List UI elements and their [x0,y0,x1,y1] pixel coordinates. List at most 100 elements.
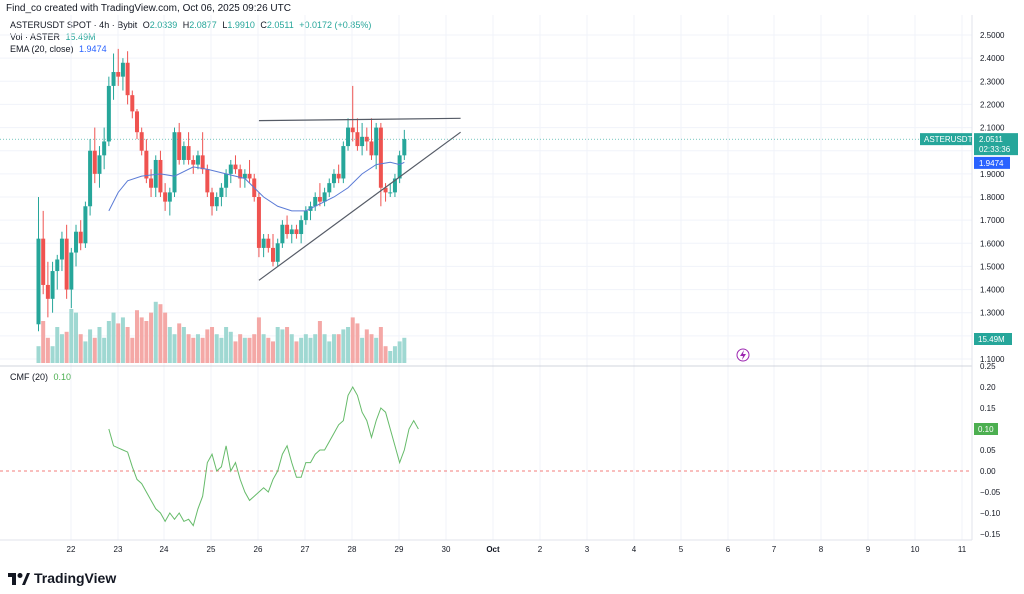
candle [360,122,365,156]
candle-body [50,271,55,299]
volume-bar [322,334,327,363]
candle [271,234,275,267]
volume-bar [303,334,308,363]
candle [163,183,168,211]
symbol-price-badge: ASTERUSDT 2.0511 02:33:36 [920,133,1018,156]
volume-bar [74,312,79,363]
candle [210,187,215,216]
svg-text:ASTERUSDT: ASTERUSDT [924,135,973,144]
volume-bar [144,321,149,363]
candle-body [322,192,327,202]
candle [97,146,102,188]
volume-bar [139,317,144,363]
candle [134,109,139,140]
volume-bar [181,327,186,363]
volume-bar [219,337,224,363]
time-tick-label: 8 [819,545,824,554]
candle [64,224,69,299]
ema-label[interactable]: EMA (20, close) [10,44,74,54]
candle-body [45,284,50,299]
time-tick-label: 30 [442,545,451,554]
candle [378,122,383,207]
volume-bar [200,337,205,363]
candle-body [256,197,261,248]
lightning-icon[interactable] [736,348,750,362]
candle [88,139,93,216]
candle [336,164,341,184]
volume-label[interactable]: Vol · ASTER [10,32,61,42]
candle-body [224,173,229,188]
time-tick-label: 7 [772,545,777,554]
volume-bar [186,334,191,363]
candle-body [167,192,172,202]
volume-value: 15.49M [65,32,96,42]
volume-bar [271,341,275,363]
time-axis[interactable]: 22 23 24 25 26 27 28 29 30 Oct 2 3 4 5 6 7 8 9 10 11 [67,545,967,554]
volume-bar [195,334,200,363]
volume-bar [378,327,383,363]
close-label: C [260,20,267,30]
candle-body [294,229,299,235]
candle [402,129,407,160]
volume-bar [102,337,107,363]
candle [233,155,238,174]
candle [219,183,224,207]
volume-bar [275,327,280,363]
candle [285,215,290,239]
candle-body [341,146,346,179]
volume-bar [130,337,135,363]
price-axis[interactable]: 2.50002.40002.30002.20002.10002.00001.90… [980,31,1005,364]
cmf-axis[interactable]: 0.25 0.20 0.15 0.10 0.05 0.00 −0.05 −0.10 −0.15 [980,362,1001,539]
cmf-tick-label: −0.15 [980,530,1001,539]
candle [205,164,210,197]
symbol-label[interactable]: ASTERUSDT SPOT · 4h · Bybit [10,20,138,30]
candle-body [317,197,322,202]
cmf-label[interactable]: CMF (20) [10,372,48,382]
candle-body [36,238,41,325]
cmf-badge: 0.10 [974,423,998,435]
volume-bar [228,331,233,363]
time-tick-label: 4 [632,545,637,554]
svg-text:1.9474: 1.9474 [979,159,1004,168]
candle [41,210,46,295]
price-tick-label: 2.1000 [980,124,1005,133]
price-tick-label: 1.3000 [980,309,1005,318]
time-tick-label: 3 [585,545,590,554]
candle [172,127,177,197]
candle-body [327,183,332,193]
candle [74,224,79,267]
candle [327,178,332,197]
candle-body [369,141,374,156]
candle-body [280,224,285,244]
price-tick-label: 1.1000 [980,355,1005,364]
price-tick-label: 1.8000 [980,193,1005,202]
volume-bar [364,329,369,363]
tradingview-logo[interactable]: TradingView [8,570,116,586]
candle [69,247,74,309]
price-tick-label: 1.5000 [980,262,1005,271]
cmf-tick-label: 0.05 [980,446,996,455]
time-tick-label: 25 [207,545,216,554]
volume-legend: Vol · ASTER 15.49M [10,32,96,42]
volume-bar [41,321,46,363]
volume-bar [308,337,313,363]
candle [331,169,336,188]
candle-body [111,72,116,86]
price-tick-label: 1.9000 [980,170,1005,179]
candle-body [153,159,158,188]
cmf-line [108,385,419,527]
candle-body [336,173,341,179]
candle-body [271,247,275,262]
open-label: O [142,20,150,30]
time-tick-label: 29 [395,545,404,554]
cmf-value: 0.10 [53,372,72,382]
candle-body [214,197,219,207]
volume-bar [106,321,111,363]
volume-bar [397,341,402,363]
volume-bar [341,329,346,363]
cmf-tick-label: 0.15 [980,404,996,413]
volume-bar [346,327,351,363]
cmf-tick-label: −0.05 [980,488,1001,497]
time-tick-label: 24 [160,545,169,554]
